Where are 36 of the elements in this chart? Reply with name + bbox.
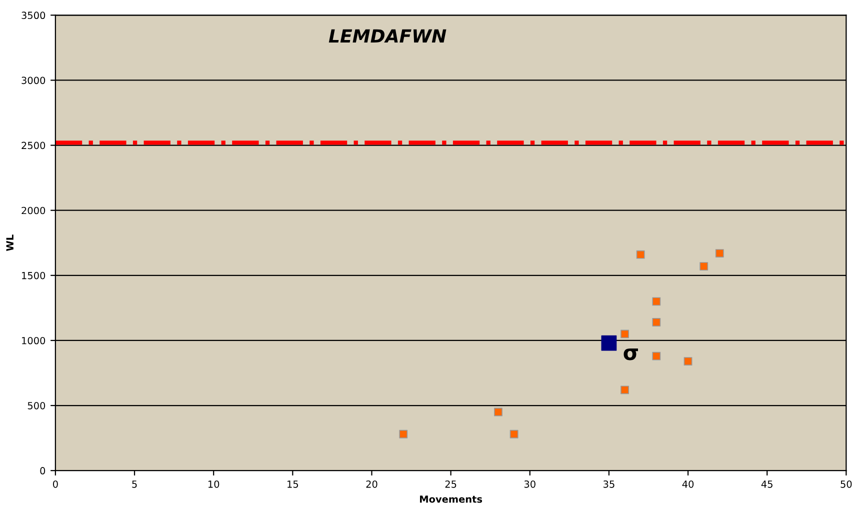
x-tick-label: 50: [840, 480, 852, 488]
point: [652, 318, 661, 326]
y-tick-label: 2000: [22, 206, 46, 214]
x-tick-label: 20: [366, 480, 378, 488]
point: [620, 330, 629, 338]
x-tick-label: 5: [132, 480, 137, 488]
x-tick-label: 10: [208, 480, 220, 488]
x-axis-title: Movements: [420, 496, 482, 503]
y-tick-label: 2500: [22, 142, 46, 150]
x-tick-label: 45: [761, 480, 772, 488]
x-tick-label: 40: [682, 480, 694, 488]
point: [399, 430, 408, 438]
y-tick-label: 0: [40, 467, 46, 474]
y-tick-label: 500: [28, 402, 46, 410]
x-tick-label: 30: [524, 480, 536, 488]
point: [700, 262, 708, 271]
point: [652, 352, 661, 360]
point: [684, 357, 692, 366]
point: [715, 249, 724, 258]
annotation: σ: [624, 348, 638, 360]
x-tick-label: 35: [604, 480, 614, 488]
y-tick-label: 3500: [22, 12, 46, 20]
x-tick-label: 25: [445, 480, 456, 488]
point: [510, 430, 518, 438]
text: LEMDAFWN: [328, 29, 446, 43]
y-tick-label: 1000: [22, 336, 46, 344]
point: [601, 335, 617, 351]
point: [494, 408, 502, 416]
y-tick-label: 3000: [22, 76, 46, 84]
point: [652, 297, 661, 306]
point: [636, 250, 645, 259]
y-tick-label: 1500: [22, 272, 46, 280]
x-tick-label: 0: [52, 480, 58, 488]
x-tick-label: 15: [288, 480, 298, 488]
point: [620, 386, 629, 394]
y-axis-title: WL: [6, 234, 14, 252]
